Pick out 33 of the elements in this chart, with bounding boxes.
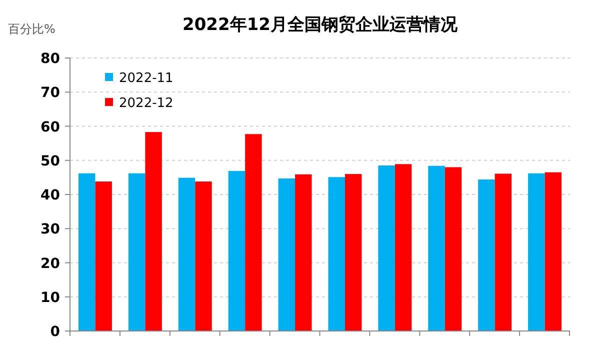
bar xyxy=(444,167,462,331)
bar xyxy=(295,174,312,331)
bar xyxy=(278,178,296,331)
y-tick-label: 10 xyxy=(40,290,60,306)
bar xyxy=(428,166,445,331)
y-tick-label: 70 xyxy=(40,85,60,102)
bar xyxy=(378,165,395,331)
bar xyxy=(344,174,362,331)
bar xyxy=(328,177,345,331)
bar xyxy=(544,172,562,331)
bar xyxy=(178,178,196,331)
bar xyxy=(528,173,545,331)
bar xyxy=(145,132,162,331)
bar xyxy=(228,170,246,331)
y-tick-label: 60 xyxy=(40,119,60,136)
bar xyxy=(95,182,112,331)
chart-title: 2022年12月全国钢贸企业运营情况 xyxy=(182,15,458,35)
bar xyxy=(195,182,212,331)
bar xyxy=(245,134,262,331)
y-tick-label: 40 xyxy=(40,188,60,204)
bar xyxy=(128,173,146,331)
bar xyxy=(494,174,512,331)
bar xyxy=(78,173,96,331)
legend-label: 2022-12 xyxy=(119,96,174,111)
y-tick-label: 80 xyxy=(40,51,60,67)
legend-label: 2022-11 xyxy=(119,71,174,86)
y-tick-label: 50 xyxy=(40,153,60,170)
y-tick-label: 30 xyxy=(40,222,60,238)
bar xyxy=(478,179,495,331)
y-tick-label: 0 xyxy=(50,324,60,338)
y-tick-label: 20 xyxy=(40,256,60,272)
bar xyxy=(394,164,412,331)
y-axis-title: 百分比% xyxy=(8,22,56,36)
